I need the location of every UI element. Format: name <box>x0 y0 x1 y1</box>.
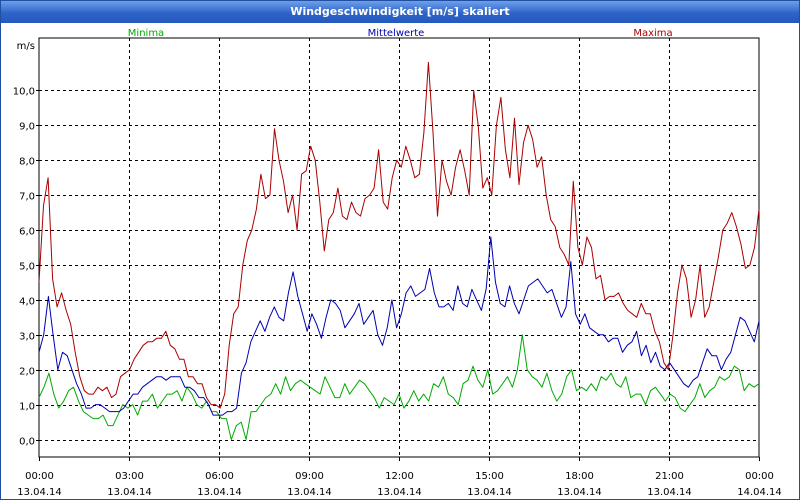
y-tick-label: 2,0 <box>19 367 35 378</box>
x-tick-date-label: 13.04.14 <box>557 487 602 498</box>
x-tick-time-label: 06:00 <box>205 471 234 482</box>
series-line-maxima <box>38 61 760 409</box>
y-tick-label: 0,0 <box>19 437 35 448</box>
x-tick-time-label: 03:00 <box>115 471 144 482</box>
x-tick-date-label: 13.04.14 <box>467 487 512 498</box>
x-tick-date-label: 13.04.14 <box>377 487 422 498</box>
y-tick-label: 3,0 <box>19 332 35 343</box>
legend-maxima: Maxima <box>633 28 672 39</box>
x-tick-time-label: 15:00 <box>475 471 504 482</box>
x-tick-time-label: 09:00 <box>295 471 324 482</box>
chart-title: Windgeschwindigkeit [m/s] skaliert <box>1 1 799 23</box>
y-tick-label: 4,0 <box>19 297 35 308</box>
x-tick-date-label: 13.04.14 <box>197 487 242 498</box>
x-tick-time-label: 00:00 <box>25 471 54 482</box>
series-line-minima <box>38 334 760 440</box>
x-tick-date-label: 13.04.14 <box>287 487 332 498</box>
y-tick-label: 7,0 <box>19 192 35 203</box>
x-tick-time-label: 00:00 <box>745 471 774 482</box>
y-tick-label: 9,0 <box>19 122 35 133</box>
y-tick-label: 8,0 <box>19 157 35 168</box>
y-tick-label: 5,0 <box>19 262 35 273</box>
y-axis-label: m/s <box>17 41 35 52</box>
legend-minima: Minima <box>128 28 164 39</box>
series-line-mittelwerte <box>38 236 760 416</box>
y-tick-label: 1,0 <box>19 402 35 413</box>
x-tick-time-label: 12:00 <box>385 471 414 482</box>
x-tick-date-label: 13.04.14 <box>17 487 62 498</box>
x-tick-time-label: 21:00 <box>655 471 684 482</box>
x-tick-time-label: 18:00 <box>565 471 594 482</box>
x-tick-date-label: 13.04.14 <box>647 487 692 498</box>
x-tick-date-label: 14.04.14 <box>737 487 782 498</box>
y-tick-label: 6,0 <box>19 227 35 238</box>
legend-mittelwerte: Mittelwerte <box>368 28 425 39</box>
y-tick-label: 10,0 <box>13 87 35 98</box>
x-tick-date-label: 13.04.14 <box>107 487 152 498</box>
